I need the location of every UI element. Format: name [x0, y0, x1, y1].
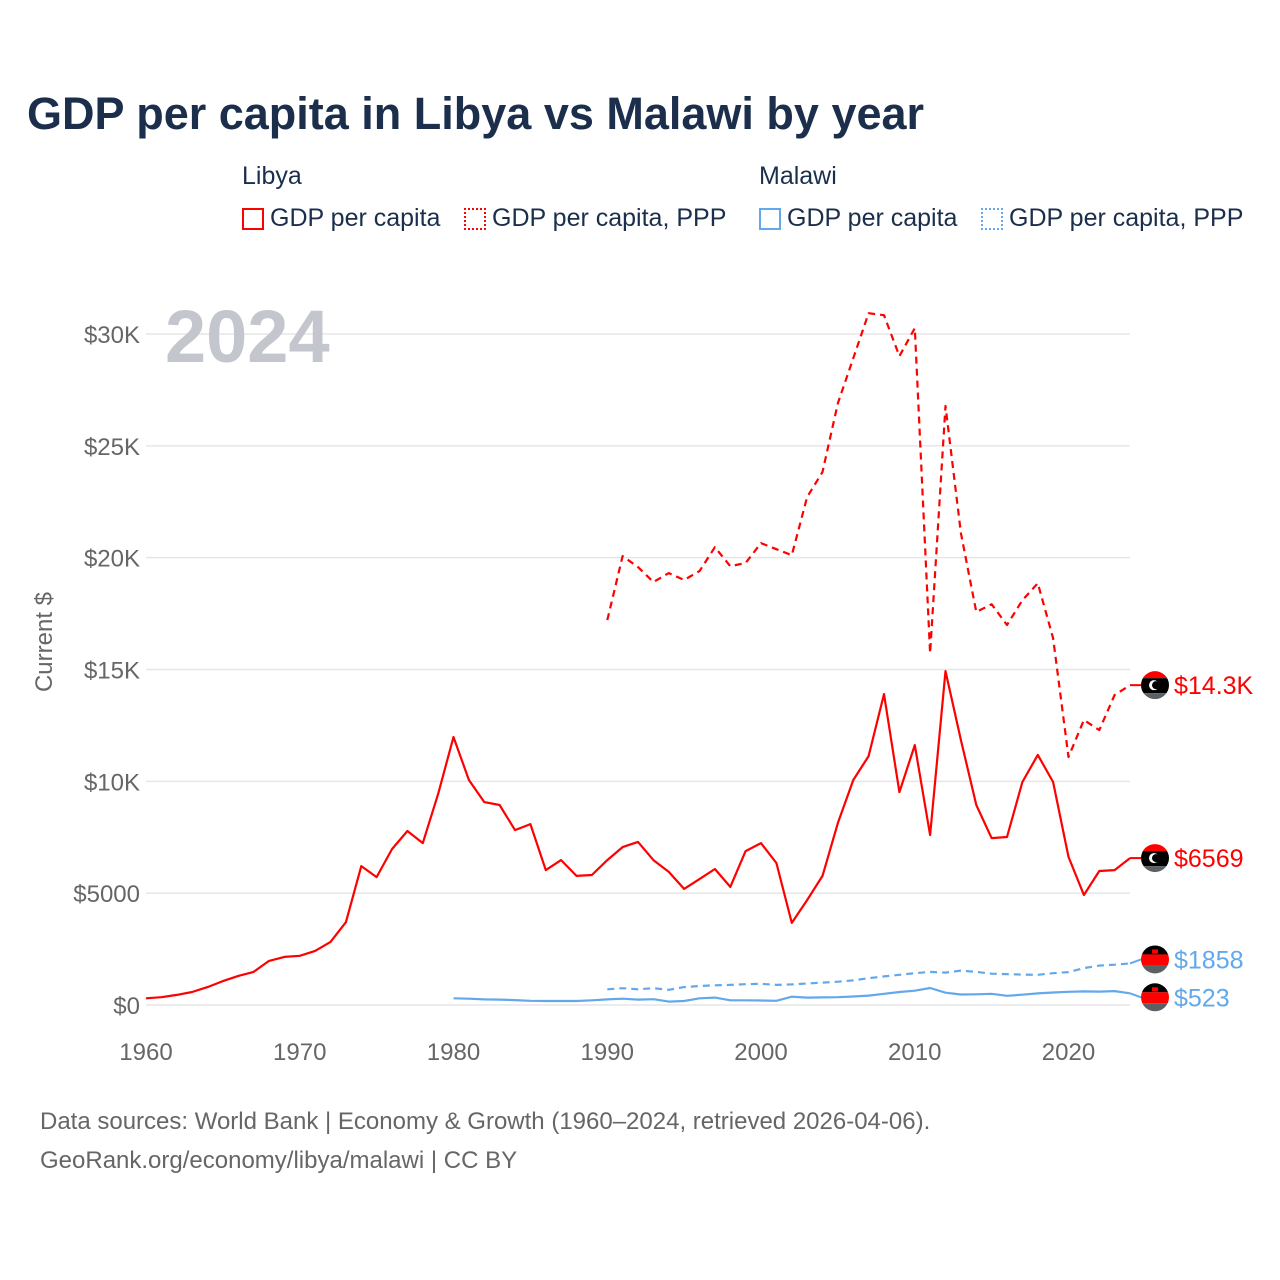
end-value-label: $6569 [1174, 845, 1244, 873]
year-watermark: 2024 [165, 295, 330, 378]
y-axis-title: Current $ [31, 592, 58, 692]
legend-label: GDP per capita, PPP [492, 204, 727, 232]
x-tick-label: 2010 [888, 1039, 941, 1066]
end-value-label: $1858 [1174, 946, 1244, 974]
legend-label: GDP per capita [787, 204, 958, 232]
legend-swatch-dotted-blue [981, 207, 1003, 230]
x-tick-label: 2020 [1042, 1039, 1095, 1066]
x-tick-label: 1960 [119, 1039, 172, 1066]
flag-malawi-icon [1141, 983, 1169, 1012]
end-value-label: $523 [1174, 984, 1230, 1012]
series-line-libya-gdp-per-capita-ppp [606, 312, 1131, 759]
end-connector [1129, 958, 1142, 965]
legend-label: GDP per capita, PPP [1009, 204, 1244, 232]
legend-item-malawi-ppp[interactable]: GDP per capita, PPP [981, 204, 1243, 233]
legend-item-libya-ppp[interactable]: GDP per capita, PPP [464, 204, 726, 233]
flag-libya-icon [1141, 844, 1169, 873]
end-value-label: $14.3K [1174, 672, 1254, 700]
y-tick-label: $15K [84, 658, 140, 685]
x-tick-label: 1980 [427, 1039, 480, 1066]
end-connector [1129, 992, 1142, 999]
y-tick-label: $0 [113, 993, 140, 1020]
y-tick-label: $20K [84, 546, 140, 573]
flag-libya-icon [1141, 671, 1169, 700]
legend-swatch-solid-red [242, 207, 264, 230]
legend-item-malawi-gdp[interactable]: GDP per capita [759, 204, 957, 233]
chart-title: GDP per capita in Libya vs Malawi by yea… [27, 88, 925, 139]
x-tick-label: 1970 [273, 1039, 326, 1066]
legend-item-libya-gdp[interactable]: GDP per capita [242, 204, 440, 233]
y-tick-label: $10K [84, 769, 140, 796]
series-line-malawi-gdp-per-capita-ppp [607, 962, 1131, 991]
series-line-malawi-gdp-per-capita [453, 986, 1131, 1003]
footer-link[interactable]: GeoRank.org/economy/libya/malawi | CC BY [40, 1147, 518, 1174]
x-tick-label: 1990 [581, 1039, 634, 1066]
flag-malawi-icon [1141, 945, 1169, 974]
y-tick-label: $25K [84, 434, 140, 461]
legend-label: GDP per capita [270, 204, 441, 232]
legend-swatch-dotted-red [464, 207, 486, 230]
legend-group-malawi: Malawi [759, 162, 837, 190]
legend-swatch-solid-blue [759, 207, 781, 230]
y-tick-label: $5000 [73, 881, 140, 908]
series-line-libya-gdp-per-capita [145, 670, 1131, 1000]
legend-group-libya: Libya [242, 162, 302, 190]
footer-sources: Data sources: World Bank | Economy & Gro… [40, 1108, 931, 1135]
x-tick-label: 2000 [734, 1039, 787, 1066]
y-tick-label: $30K [84, 322, 140, 349]
